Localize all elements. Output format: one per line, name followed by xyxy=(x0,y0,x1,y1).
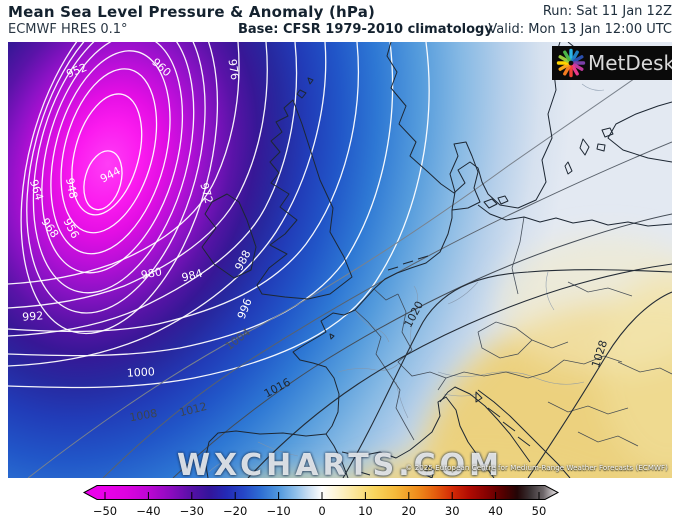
colorbar-tick-label: −40 xyxy=(136,504,160,518)
weather-map: 944 948 952 956 960 964 968 972 976 980 … xyxy=(7,0,679,520)
isobar-label: 980 xyxy=(140,265,163,281)
isobar-label: 948 xyxy=(63,177,80,200)
isobar-label: 964 xyxy=(27,178,46,202)
colorbar-tick-label: 0 xyxy=(318,504,325,518)
model-label: ECMWF HRES 0.1° xyxy=(8,22,128,37)
isobar-label: 984 xyxy=(180,267,204,285)
run-time-label: Run: Sat 11 Jan 12Z xyxy=(542,4,672,19)
coastlines-layer xyxy=(201,41,673,479)
metdesk-logo-text: MetDesk xyxy=(588,51,672,75)
anomaly-colorbar: −50 −40 −30 −20 −10 0 10 20 30 40 50 xyxy=(82,485,560,518)
header: Mean Sea Level Pressure & Anomaly (hPa) … xyxy=(0,0,679,42)
colorbar-tick-label: −30 xyxy=(180,504,204,518)
colorbar-tick-labels: −50 −40 −30 −20 −10 0 10 20 30 40 50 xyxy=(93,504,546,518)
map-area: 944 948 952 956 960 964 968 972 976 980 … xyxy=(7,0,679,520)
page-title: Mean Sea Level Pressure & Anomaly (hPa) xyxy=(8,3,376,21)
colorbar-ticks xyxy=(104,492,540,500)
colorbar-gradient-bar xyxy=(82,485,560,500)
colorbar-tick-label: 40 xyxy=(488,504,503,518)
colorbar-tick-label: 50 xyxy=(532,504,547,518)
colorbar-tick-label: 30 xyxy=(445,504,460,518)
metdesk-logo: MetDesk xyxy=(552,46,676,80)
colorbar-tick-label: 20 xyxy=(401,504,416,518)
colorbar-tick-label: −10 xyxy=(266,504,290,518)
isobar-label: 976 xyxy=(226,58,242,81)
isobar-label: 1008 xyxy=(128,407,158,425)
colorbar-tick-label: −50 xyxy=(93,504,117,518)
isobar-label: 1000 xyxy=(126,365,155,379)
valid-time-label: Valid: Mon 13 Jan 12:00 UTC xyxy=(488,22,672,37)
copyright-text: © 2025 European Centre for Medium-Range … xyxy=(405,464,668,472)
isobar-label: 992 xyxy=(22,309,44,323)
isobars-dark xyxy=(27,51,673,479)
metdesk-pinwheel-icon xyxy=(556,48,586,78)
isobar-label: 972 xyxy=(197,181,215,205)
colorbar-tick-label: −20 xyxy=(223,504,247,518)
borders-layer xyxy=(354,216,673,447)
climatology-base-label: Base: CFSR 1979-2010 climatology xyxy=(238,22,493,37)
anomaly-fill-layer xyxy=(8,42,679,520)
colorbar-tick-label: 10 xyxy=(358,504,373,518)
